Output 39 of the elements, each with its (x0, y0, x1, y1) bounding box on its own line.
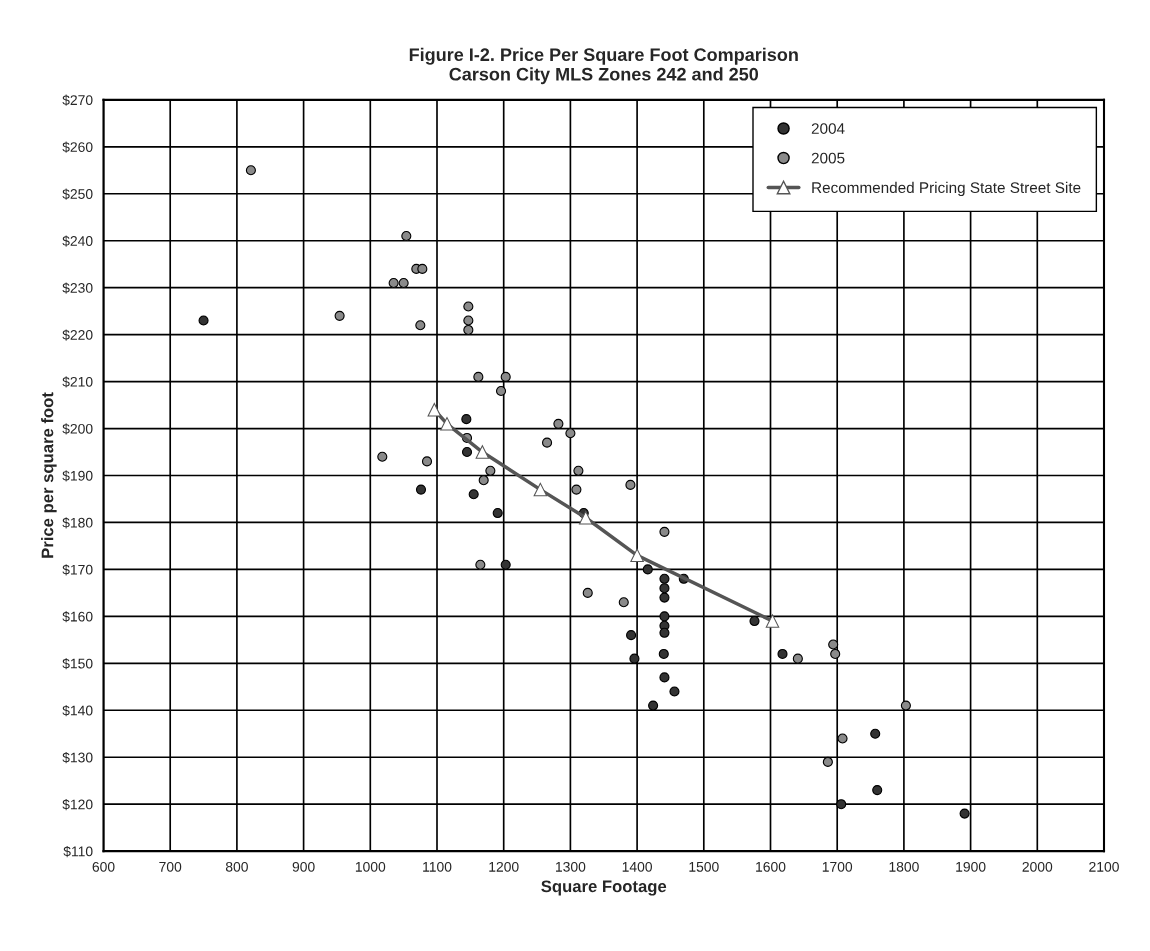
x-tick-label: 2100 (1089, 861, 1119, 872)
y-tick-label: $130 (62, 751, 93, 764)
x-tick-label: 600 (92, 861, 115, 872)
x-tick-label: 1400 (622, 861, 653, 872)
x-tick-label: 800 (225, 861, 248, 872)
x-tick-label: 1700 (822, 861, 853, 872)
x-tick-label: 1200 (489, 861, 519, 872)
y-tick-label: $270 (62, 94, 93, 106)
x-tick-label: 1600 (756, 861, 786, 872)
legend-label: 2005 (811, 152, 845, 164)
y-axis-title: Price per square foot (41, 392, 57, 558)
x-tick-label: 1800 (889, 861, 919, 872)
y-tick-label: $250 (62, 188, 93, 200)
y-tick-label: $180 (62, 517, 93, 529)
y-tick-label: $150 (62, 658, 93, 670)
legend-label: 2004 (811, 123, 845, 134)
x-tick-label: 900 (292, 861, 315, 872)
y-tick-label: $140 (62, 705, 93, 717)
y-tick-label: $120 (62, 798, 93, 811)
x-tick-label: 1300 (556, 861, 586, 872)
y-tick-label: $230 (62, 282, 93, 294)
y-tick-label: $110 (63, 845, 93, 858)
x-tick-label: 1100 (423, 861, 452, 872)
y-tick-label: $240 (62, 235, 93, 247)
y-tick-label: $220 (62, 329, 93, 341)
chart-title: Figure I-2. Price Per Square Foot Comparison Carson City MLS Zones 242 and 250 (409, 47, 798, 85)
x-tick-label: 700 (159, 861, 182, 872)
y-tick-label: $170 (62, 564, 93, 576)
y-tick-label: $190 (62, 470, 93, 482)
y-tick-label: $260 (62, 141, 93, 153)
x-tick-label: 1000 (355, 861, 386, 872)
x-tick-label: 1900 (956, 861, 986, 872)
y-tick-label: $210 (62, 376, 93, 388)
x-axis-title: Square Footage (541, 880, 667, 896)
x-tick-label: 2000 (1022, 861, 1053, 872)
x-tick-label: 1500 (689, 861, 719, 872)
legend-label: Recommended Pricing State Street Site (812, 181, 1081, 197)
y-tick-label: $200 (62, 423, 93, 435)
y-tick-label: $160 (62, 611, 93, 623)
